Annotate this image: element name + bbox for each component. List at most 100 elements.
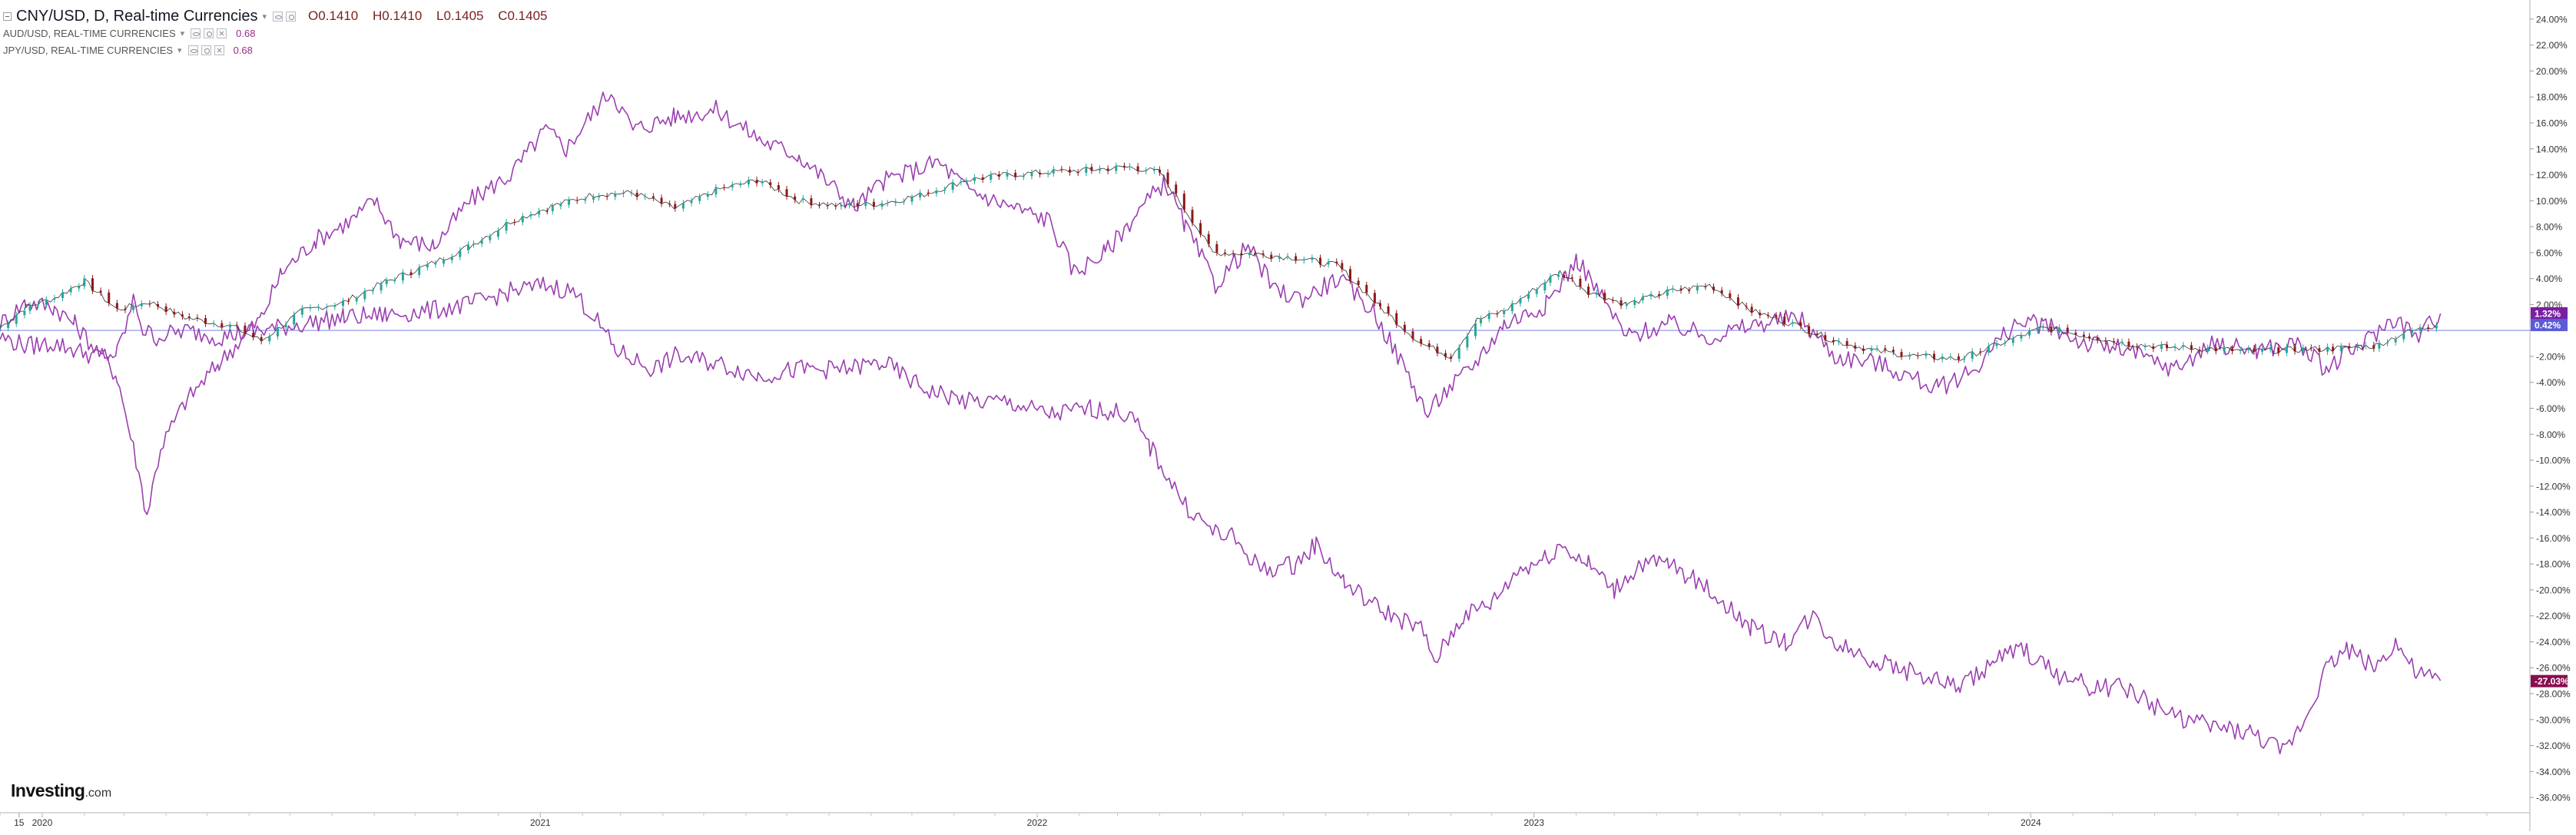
legend-main-row[interactable]: CNY/USD, D, Real-time Currencies ▾ O0.14… [3,8,559,25]
cny-candle [1712,287,1716,290]
cny-candle [521,216,524,223]
y-tick-label: 8.00% [2536,222,2562,233]
y-tick-label: 10.00% [2536,196,2568,207]
cny-candle [2182,345,2185,347]
eye-icon[interactable] [187,45,198,55]
cny-candle [690,200,693,204]
series-group [0,91,2442,755]
cny-candle [755,180,758,184]
series-label-aud[interactable]: AUD/USD, REAL-TIME CURRENCIES [3,27,176,39]
cny-candle [115,303,118,309]
cny-candle [220,323,224,328]
cny-candle [2277,347,2280,353]
cny-candle [927,192,930,194]
cny-candle [1099,168,1102,171]
cny-candle [173,311,176,315]
cny-candle [83,278,86,287]
x-tick-label: 2021 [530,817,551,828]
cny-candle [124,308,127,310]
cny-candle [1158,169,1161,173]
legend-series-row-jpy[interactable]: JPY/USD, REAL-TIME CURRENCIES ▾ 0.68 [3,41,559,58]
cny-candle [1166,172,1169,185]
cny-candle [1215,244,1218,253]
settings-icon[interactable] [286,11,297,22]
cny-candle [132,306,135,310]
series-line-jpy-usd[interactable] [0,277,2442,755]
cny-candle [2166,344,2169,348]
cny-candle [2152,346,2155,350]
settings-icon[interactable] [204,28,214,38]
cny-candle [7,323,10,328]
cny-candle [37,304,40,306]
cny-candle [2302,347,2305,352]
chevron-down-icon[interactable]: ▾ [177,45,182,55]
cny-candle [1411,331,1414,340]
cny-candle [1995,343,1998,346]
x-axis[interactable]: 15 2020 2021 2022 2023 2024 [0,813,2488,828]
y-tick-label: -32.00% [2536,741,2571,751]
cny-candle [108,292,111,303]
cny-candle [538,210,541,215]
cny-candle [1039,172,1042,174]
cny-candle [2348,346,2351,348]
cny-candle [1427,343,1431,347]
cny-candle [864,201,867,207]
cny-candle [872,201,875,207]
collapse-legend-icon[interactable] [3,12,12,21]
y-tick-label: 16.00% [2536,118,2568,128]
cny-candle [2112,341,2115,343]
cny-candle [91,278,94,291]
y-tick-label: -18.00% [2536,559,2571,570]
series-line-aud-usd[interactable] [0,91,2442,515]
cny-candle [1115,165,1118,171]
y-tick-label: 14.00% [2536,144,2568,154]
ohlc-close: C0.1405 [498,8,548,23]
cny-candle [2190,345,2193,350]
cny-candle [723,187,726,188]
y-tick-label: 12.00% [2536,170,2568,181]
cny-candle [2104,340,2107,342]
cny-candle [1570,277,1573,279]
legend-series-row-aud[interactable]: AUD/USD, REAL-TIME CURRENCIES ▾ 0.68 [3,25,559,41]
cny-candle [598,196,601,197]
cny-candle [187,316,191,318]
y-tick-label: -28.00% [2536,689,2571,700]
cny-candle [1341,263,1344,270]
main-symbol-title[interactable]: CNY/USD, D, Real-time Currencies [16,7,258,25]
cny-candle [559,204,562,207]
eye-icon[interactable] [273,11,283,22]
cny-candle [1900,352,1903,357]
cny-candle [2326,346,2329,352]
candles-group [0,162,2438,363]
cny-candle [834,206,837,207]
cny-candle [2036,327,2039,331]
cny-candle [1587,287,1590,295]
cny-candle [1563,274,1566,278]
chevron-down-icon[interactable]: ▾ [180,28,185,38]
close-icon[interactable] [214,45,224,55]
eye-icon[interactable] [191,28,201,38]
cny-candle [2058,327,2061,333]
cny-candle [99,290,102,293]
cny-candle [997,174,1000,177]
cny-candle [505,222,508,231]
close-icon[interactable] [217,28,227,38]
x-tick-label: 15 [14,817,25,828]
y-tick-label: 24.00% [2536,14,2568,25]
cny-candle [2120,341,2123,343]
cny-candle [409,272,413,275]
cny-candle [2419,327,2422,331]
last-value-badge-label: 0.42% [2535,320,2561,331]
cny-candle [1671,288,1674,290]
chevron-down-icon[interactable]: ▾ [262,12,267,22]
series-label-jpy[interactable]: JPY/USD, REAL-TIME CURRENCIES [3,44,174,56]
cny-candle [426,264,429,268]
y-tick-label: -26.00% [2536,663,2571,674]
cny-candle [140,303,143,306]
series-value-aud: 0.68 [236,27,256,39]
cny-candle [1987,346,1990,353]
cny-candle [1365,284,1368,293]
settings-icon[interactable] [201,45,211,55]
